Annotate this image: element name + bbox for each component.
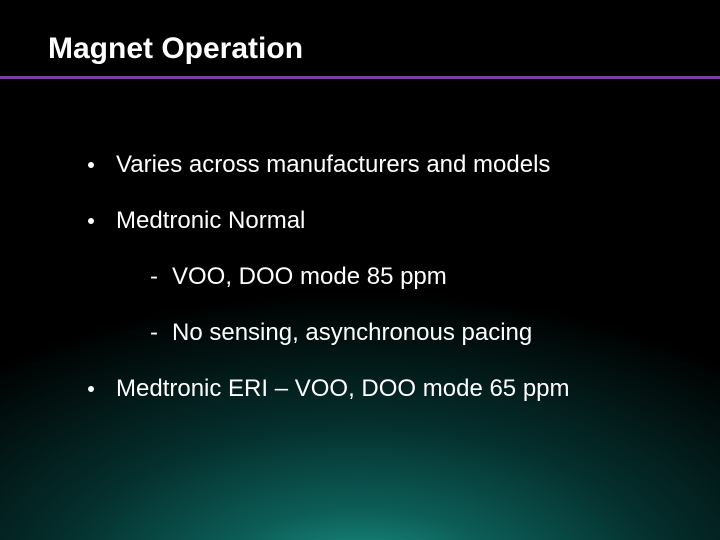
- slide: Magnet Operation Varies across manufactu…: [0, 0, 720, 540]
- sub-bullet-text: VOO, DOO mode 85 ppm: [172, 262, 680, 292]
- bullet-item: Varies across manufacturers and models: [88, 150, 680, 180]
- bullet-dot-icon: [88, 386, 94, 392]
- sub-bullet-text: No sensing, asynchronous pacing: [172, 318, 680, 348]
- dash-icon: -: [150, 318, 158, 348]
- sub-bullet-item: -No sensing, asynchronous pacing: [150, 318, 680, 348]
- bullet-text: Varies across manufacturers and models: [116, 150, 680, 180]
- bullet-item: Medtronic Normal: [88, 206, 680, 236]
- bullet-text: Medtronic ERI – VOO, DOO mode 65 ppm: [116, 374, 680, 404]
- dash-icon: -: [150, 262, 158, 292]
- bullet-text: Medtronic Normal: [116, 206, 680, 236]
- bullet-dot-icon: [88, 162, 94, 168]
- bullet-item: Medtronic ERI – VOO, DOO mode 65 ppm: [88, 374, 680, 404]
- bullet-dot-icon: [88, 218, 94, 224]
- slide-title: Magnet Operation: [48, 32, 303, 66]
- slide-body: Varies across manufacturers and models Me…: [88, 150, 680, 430]
- sub-bullet-item: -VOO, DOO mode 85 ppm: [150, 262, 680, 292]
- title-underline: [0, 76, 720, 79]
